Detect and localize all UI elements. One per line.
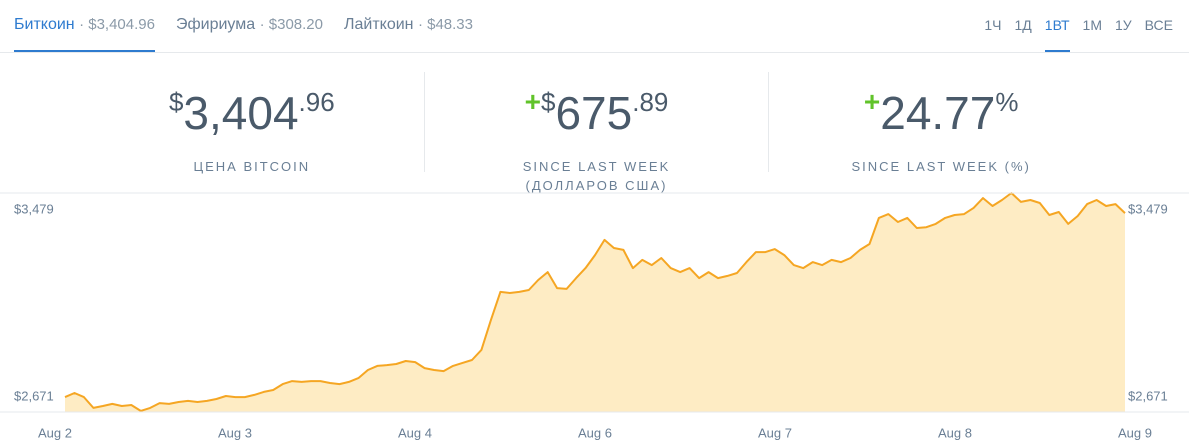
y-tick-label: $2,671 [14,388,54,403]
area [65,193,1125,412]
currency: $ [168,87,184,117]
stat: $3,404.96 ЦЕНА BITCOIN [80,72,424,174]
tab-price: · $308.20 [259,16,323,33]
stat: +24.77% SINCE LAST WEEK (%) [768,72,1113,174]
amount: 3,404 [183,87,299,139]
x-tick-label: Aug 7 [758,425,792,440]
sign: + [524,86,541,117]
range[interactable]: 1У [1114,17,1132,33]
y-tick-label-right: $3,479 [1128,201,1168,216]
currency-tabs: Биткоин · $3,404.96 Эфириума · $308.20 Л… [14,0,473,52]
range[interactable]: 1М [1082,17,1102,33]
range[interactable]: 1ВТ [1044,0,1070,52]
range[interactable]: ВСЕ [1144,17,1173,33]
range-tabs: 1Ч 1Д 1ВТ 1М 1У ВСЕ [984,0,1173,52]
decimals: .89 [632,87,669,117]
x-tick-label: Aug 9 [1118,425,1152,440]
stat-value: +$675.89 [425,72,769,143]
range[interactable]: 1Д [1014,17,1032,33]
tab-name: Эфириума [175,16,256,33]
price-line [64,192,1126,412]
tab-name: Биткоин [14,16,75,33]
tab-price: · $3,404.96 [79,16,155,33]
stat-label: SINCE LAST WEEK (%) [851,159,1031,174]
x-tick-label: Aug 8 [938,425,972,440]
sign: + [863,86,881,117]
tab[interactable]: Эфириума · $308.20 [176,0,323,52]
stat-value: +24.77% [769,72,1113,143]
amount: 675 [555,87,633,139]
stat-value: $3,404.96 [80,72,424,143]
y-tick-label: $3,479 [14,201,54,216]
x-tick-label: Aug 2 [38,425,72,440]
decimals: .96 [298,87,335,117]
amount: 24.77 [880,87,996,139]
tab-price: · $48.33 [417,16,473,33]
tab-name: Лайткоин [343,16,414,33]
tab[interactable]: Лайткоин · $48.33 [344,0,473,52]
x-tick-label: Aug 6 [578,425,612,440]
stat-label: SINCE LAST WEEK (ДОЛЛАРОВ США) [522,159,671,193]
stat: +$675.89 SINCE LAST WEEK (ДОЛЛАРОВ США) [423,72,769,193]
currency: $ [541,87,556,117]
divider [0,52,1189,53]
range[interactable]: 1Ч [984,17,1002,33]
tab[interactable]: Биткоин · $3,404.96 [14,0,155,52]
stats: $3,404.96 ЦЕНА BITCOIN +$675.89 SINCE LA… [80,72,1113,193]
stat-label: ЦЕНА BITCOIN [193,159,311,174]
suffix: % [995,87,1019,117]
x-tick-label: Aug 4 [398,425,432,440]
y-tick-label-right: $2,671 [1128,388,1168,403]
x-tick-label: Aug 3 [218,425,252,440]
